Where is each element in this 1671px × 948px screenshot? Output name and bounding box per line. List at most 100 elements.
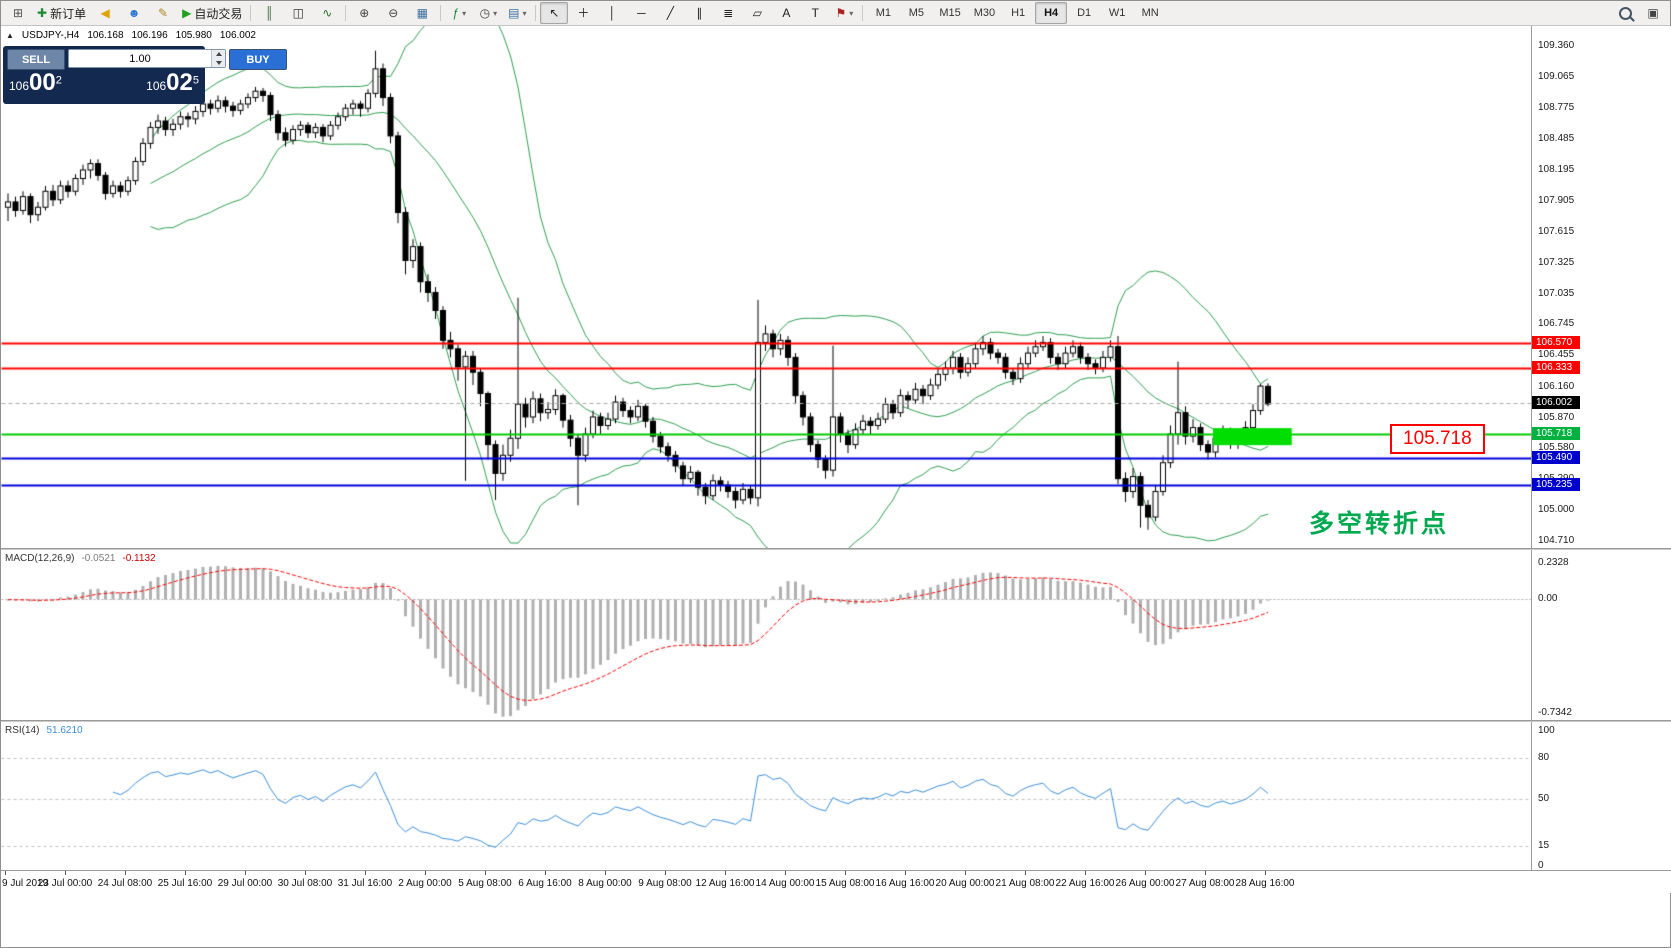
time-tick [965, 871, 966, 875]
one-click-toggle[interactable]: ▲ [6, 31, 14, 40]
trendline-icon: ╱ [666, 6, 674, 20]
timeframe-mn-button[interactable]: MN [1141, 7, 1159, 19]
indicators-button[interactable]: ƒ ▾ [445, 2, 473, 24]
arrows-button[interactable]: ⚑ ▾ [830, 2, 858, 24]
channel-button[interactable]: ∥ [685, 2, 713, 24]
timeframe-h1-button[interactable]: H1 [1011, 7, 1026, 19]
price-axis-label: 105.580 [1538, 442, 1575, 454]
candlestick-chart-button[interactable]: ◫ [284, 2, 312, 24]
autotrading-button[interactable]: ▶ 自动交易 [178, 2, 246, 24]
toolbar-separator [250, 5, 252, 21]
shapes-button[interactable]: ▱ [743, 2, 771, 24]
new-order-button-label: 新订单 [50, 6, 87, 21]
timeframe-d1-button[interactable]: D1 [1077, 7, 1092, 19]
channel-icon: ∥ [696, 6, 703, 20]
time-tick [65, 871, 66, 875]
chart-annotation-text[interactable]: 多空转折点 [1309, 510, 1450, 538]
sell-button[interactable]: SELL [7, 49, 65, 70]
timeframe-m5-button[interactable]: M5 [908, 7, 924, 19]
time-tick [725, 871, 726, 875]
volume-input[interactable] [69, 50, 211, 67]
magnifier-icon [1618, 6, 1632, 20]
time-axis-label: 26 Aug 00:00 [1115, 878, 1175, 889]
volume-increase-button[interactable] [212, 50, 225, 59]
timeframe-w1-button[interactable]: W1 [1108, 7, 1126, 19]
time-axis-label: 5 Aug 08:00 [458, 878, 512, 889]
time-tick [485, 871, 486, 875]
text-button[interactable]: A [772, 2, 800, 24]
community-button[interactable]: ☻ [120, 2, 148, 24]
zoom-in-icon: ⊕ [359, 6, 370, 20]
time-axis-label: 31 Jul 16:00 [337, 878, 393, 889]
chevron-down-icon: ▾ [522, 8, 527, 18]
time-axis-label: 21 Aug 08:00 [995, 878, 1055, 889]
new-order-icon: ✚ [37, 6, 48, 20]
vertical-line-button[interactable]: │ [598, 2, 626, 24]
text-label-button[interactable]: T [801, 2, 829, 24]
panel-separator[interactable] [1, 548, 1671, 550]
buy-price: 106025 [146, 69, 199, 96]
time-tick [1025, 871, 1026, 875]
time-tick [305, 871, 306, 875]
time-tick [1085, 871, 1086, 875]
zoom-out-icon: ⊖ [388, 6, 399, 20]
macd-axis[interactable]: 0.2328 0.00 -0.7342 [1531, 550, 1671, 720]
metaeditor-button[interactable]: ✎ [149, 2, 177, 24]
horizontal-line-button[interactable]: ─ [627, 2, 655, 24]
chart-header: ▲ USDJPY-,H4 106.168 106.196 105.980 106… [6, 30, 256, 41]
search-button[interactable] [1611, 2, 1639, 24]
timeframe-m1-button[interactable]: M1 [875, 7, 891, 19]
time-axis-label: 14 Aug 00:00 [755, 878, 815, 889]
zoom-out-button[interactable]: ⊖ [379, 2, 407, 24]
price-axis[interactable]: 109.360 109.065 108.775 108.485 108.195 107.9… [1531, 26, 1671, 548]
time-axis-label: 2 Aug 00:00 [398, 878, 452, 889]
fibonacci-button[interactable]: ≣ [714, 2, 742, 24]
macd-canvas[interactable] [1, 550, 1531, 720]
line-chart-button[interactable]: ∿ [313, 2, 341, 24]
workspace-button[interactable]: ▣ [1639, 2, 1667, 24]
sell-price: 106002 [9, 69, 62, 96]
cursor-button[interactable]: ↖ [540, 2, 569, 24]
autotrading-icon: ▶ [182, 6, 192, 20]
main-chart-canvas[interactable] [1, 26, 1531, 548]
rsi-canvas[interactable] [1, 722, 1531, 870]
time-axis-label: 9 Aug 08:00 [638, 878, 692, 889]
time-axis-label: 28 Aug 16:00 [1235, 878, 1295, 889]
rsi-axis[interactable]: 100 80 50 15 0 [1531, 722, 1671, 870]
ohlc-low: 105.980 [175, 30, 212, 41]
toolbar-separator [535, 5, 537, 21]
price-callout-label[interactable]: 105.718 [1390, 424, 1485, 454]
new-order-button[interactable]: ✚ 新订单 [33, 2, 90, 24]
metaeditor-icon: ✎ [158, 6, 169, 20]
volume-decrease-button[interactable] [212, 58, 225, 67]
trendline-button[interactable]: ╱ [656, 2, 684, 24]
news-horn-button[interactable]: ◀ [91, 2, 119, 24]
ohlc-high: 106.196 [131, 30, 168, 41]
time-tick [605, 871, 606, 875]
price-axis-label: 106.160 [1538, 380, 1575, 392]
time-tick [1145, 871, 1146, 875]
time-axis-label: 29 Jul 00:00 [217, 878, 273, 889]
rsi-axis-label: 15 [1538, 839, 1550, 851]
vertical-line-icon: │ [608, 6, 617, 20]
bar-chart-button[interactable]: ║ [255, 2, 283, 24]
zoom-in-button[interactable]: ⊕ [350, 2, 378, 24]
timeframe-h4-button[interactable]: H4 [1035, 2, 1068, 24]
price-axis-label: 107.035 [1538, 287, 1575, 299]
periods-button[interactable]: ◷ ▾ [474, 2, 502, 24]
templates-button[interactable]: ▤ ▾ [503, 2, 531, 24]
line-chart-icon: ∿ [322, 6, 333, 20]
timeframe-m15-button[interactable]: M15 [939, 7, 961, 19]
down-arrow-icon [215, 60, 222, 65]
time-axis-label: 15 Aug 08:00 [815, 878, 875, 889]
cursor-icon: ↖ [549, 6, 560, 20]
new-chart-button[interactable]: ⊞ [4, 2, 32, 24]
panel-separator[interactable] [1, 720, 1671, 722]
price-axis-label: 106.455 [1538, 349, 1575, 361]
timeframe-m30-button[interactable]: M30 [973, 7, 996, 19]
buy-button[interactable]: BUY [229, 49, 287, 70]
crosshair-button[interactable]: ＋ [569, 2, 597, 24]
tile-windows-button[interactable]: ▦ [408, 2, 436, 24]
workspace-icon: ▣ [1647, 6, 1659, 20]
time-axis[interactable]: 9 Jul 2019 23 Jul 00:00 24 Jul 08:00 25 Jul… [1, 870, 1671, 893]
